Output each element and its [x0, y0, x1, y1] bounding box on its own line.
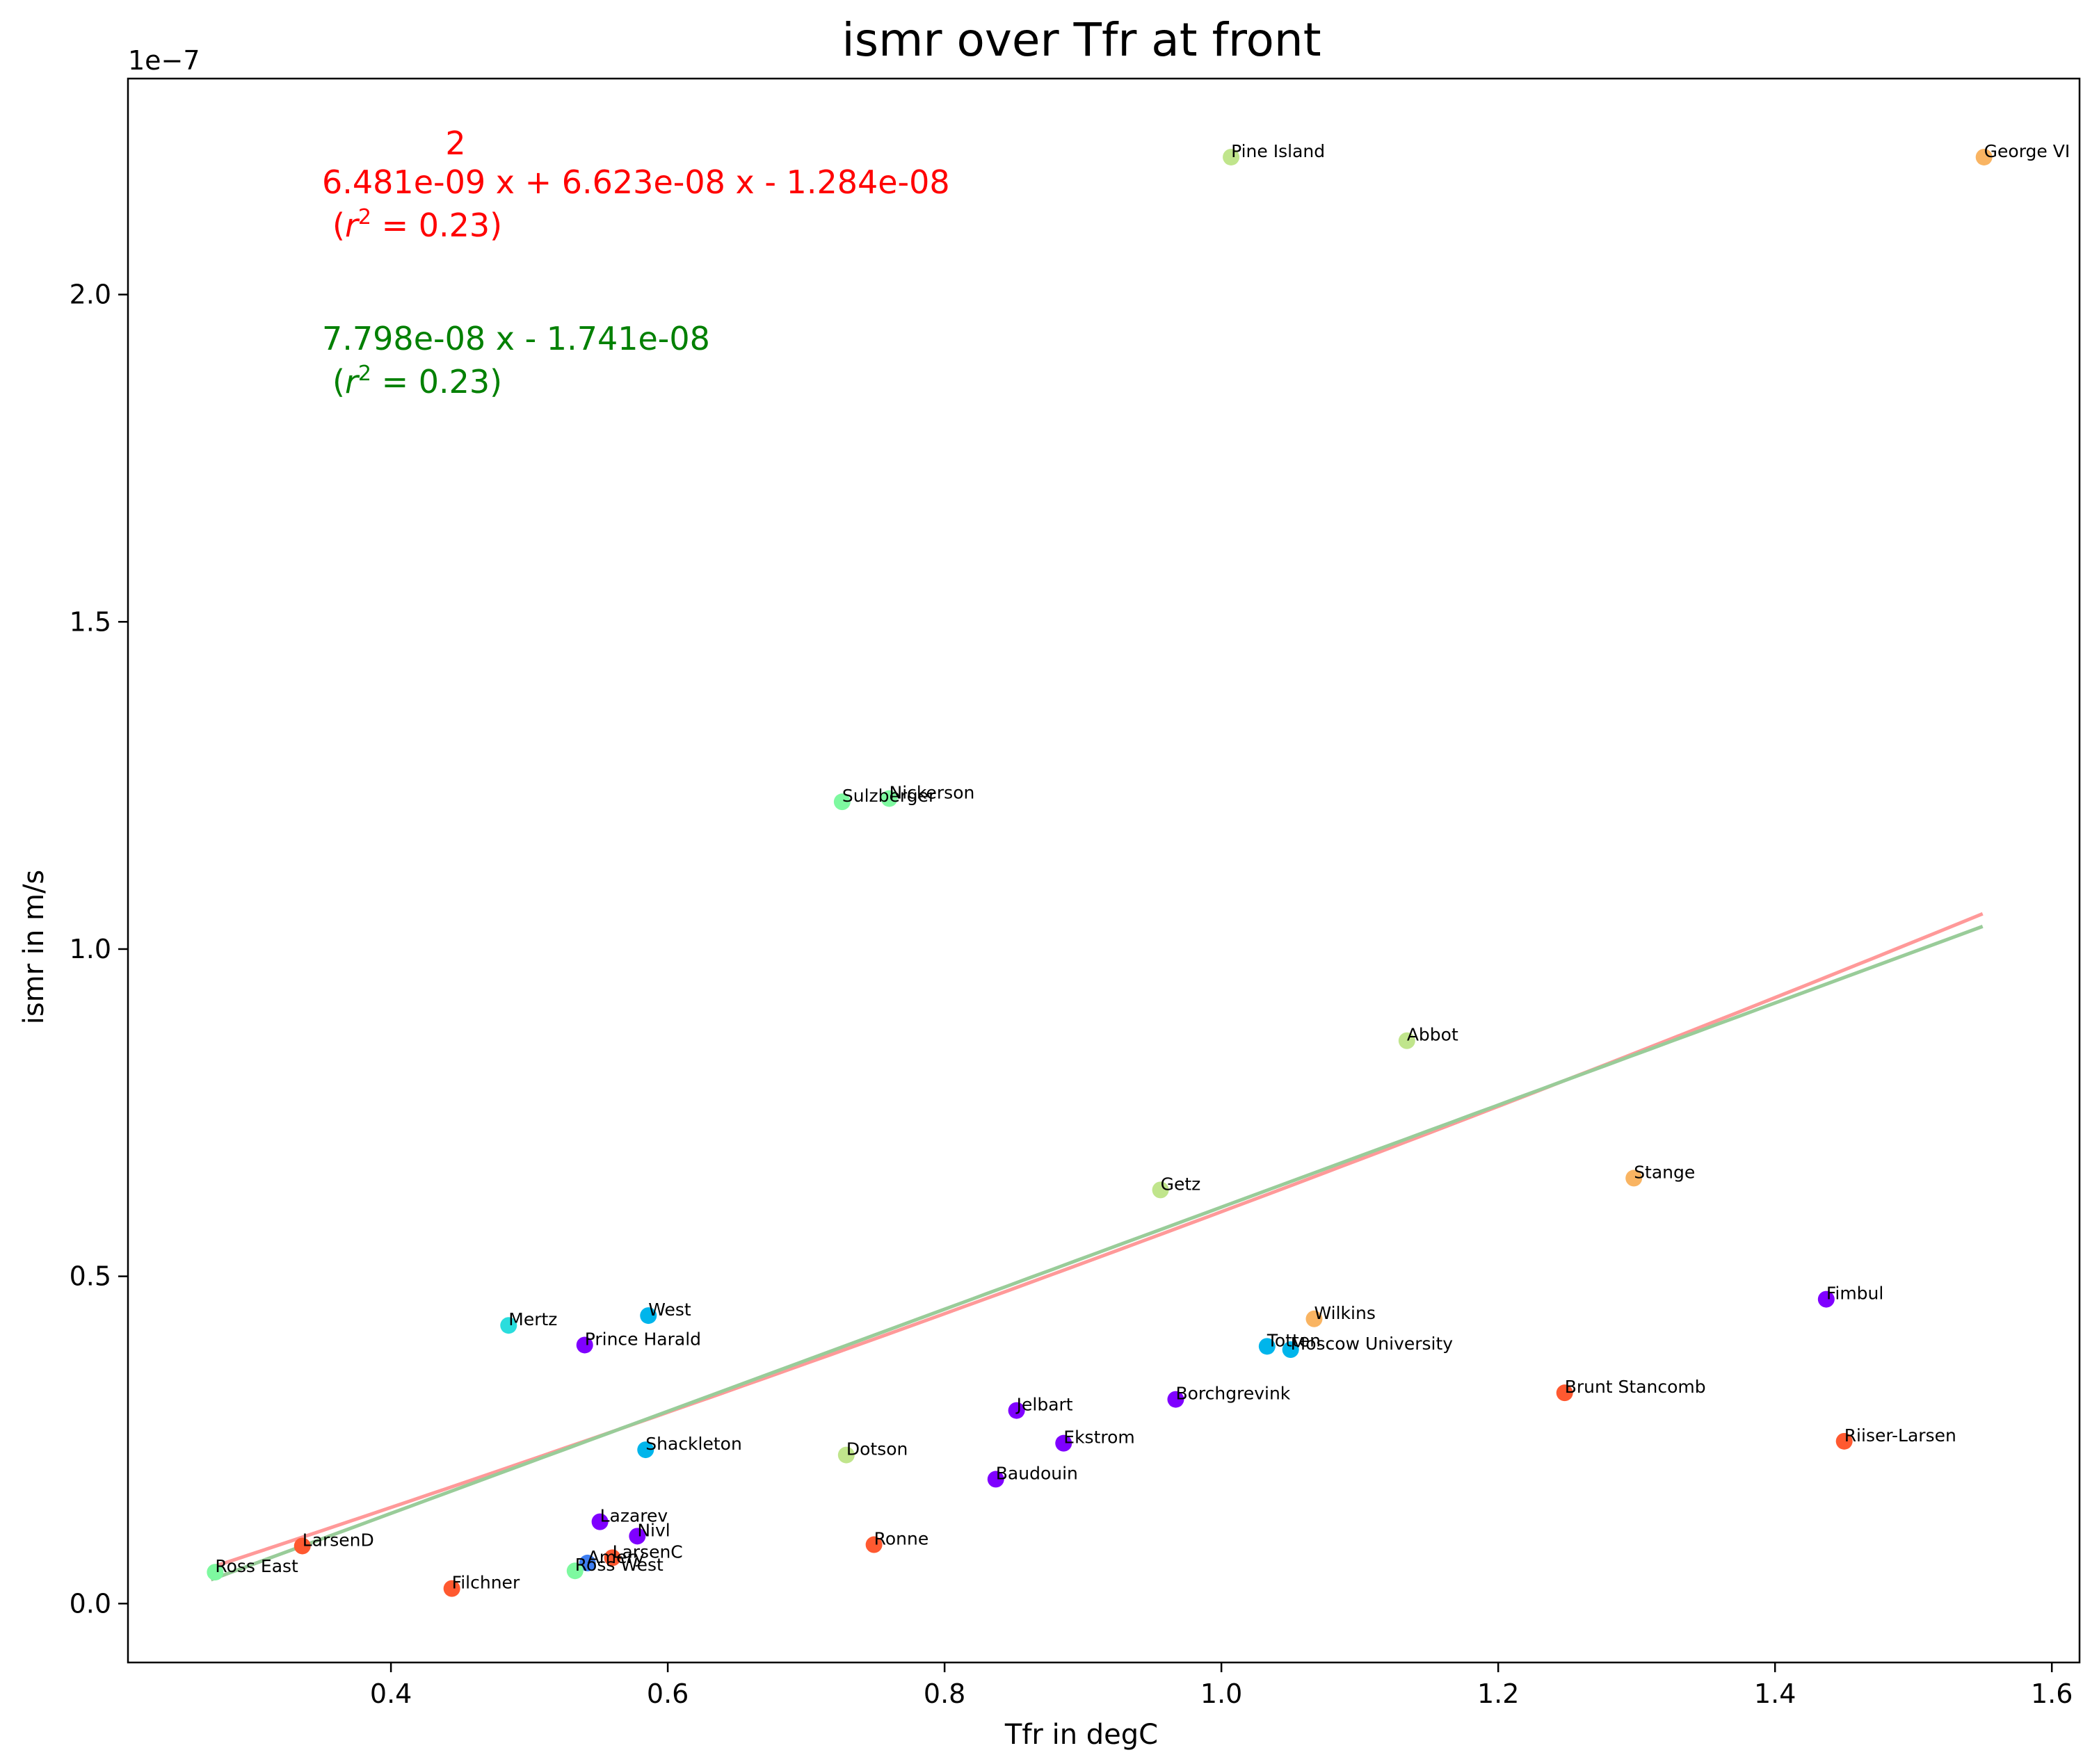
data-point — [566, 1562, 584, 1580]
plot-area-frame — [127, 77, 2081, 1664]
data-point — [207, 1564, 224, 1581]
point-label: Ross West — [575, 1555, 664, 1575]
x-tick-label: 1.4 — [1754, 1678, 1796, 1709]
data-point — [865, 1536, 883, 1553]
point-label: Stange — [1634, 1162, 1695, 1182]
point-label: LarsenD — [303, 1530, 374, 1550]
linear-fit-r2: (r2 = 0.23) — [332, 362, 502, 400]
point-label: West — [648, 1300, 691, 1320]
x-axis-ticks: 0.4 0.6 0.8 1.0 1.2 1.4 1.6 — [370, 1662, 2073, 1709]
data-point — [576, 1336, 593, 1354]
data-point — [604, 1549, 621, 1567]
point-label: Getz — [1161, 1174, 1201, 1194]
point-label: Abbot — [1407, 1025, 1458, 1045]
y-axis-offset-text: 1e−7 — [128, 45, 200, 76]
quadratic-fit-r2: (r2 = 0.23) — [332, 205, 502, 244]
data-point — [833, 793, 851, 811]
linear-fit-equation: 7.798e-08 x - 1.741e-08 — [322, 320, 710, 357]
point-label: Filchner — [452, 1573, 520, 1593]
y-tick-label: 2.0 — [70, 280, 111, 310]
point-label: Riiser-Larsen — [1844, 1425, 1956, 1446]
point-label: George VI — [1984, 141, 2070, 161]
point-label: Moscow University — [1291, 1334, 1454, 1354]
y-axis-label: ismr in m/s — [18, 870, 50, 1025]
data-point — [1223, 148, 1240, 165]
point-label: Mertz — [508, 1309, 557, 1329]
point-label: Shackleton — [645, 1434, 742, 1454]
data-point — [1055, 1434, 1072, 1452]
data-point — [1282, 1341, 1299, 1359]
data-point — [579, 1554, 596, 1571]
quadratic-fit-line — [210, 912, 1984, 1569]
point-label: Ross East — [215, 1556, 298, 1576]
point-label: Nivl — [637, 1520, 670, 1540]
data-point — [293, 1537, 311, 1555]
point-label: Fimbul — [1826, 1284, 1884, 1304]
point-label: Borchgrevink — [1175, 1384, 1290, 1404]
quadratic-fit-equation: 6.481e-09 x + 6.623e-08 x - 1.284e-08 — [322, 163, 950, 201]
data-point — [443, 1580, 460, 1597]
data-point — [1167, 1391, 1184, 1408]
y-tick-label: 1.0 — [70, 934, 111, 964]
data-point — [1556, 1384, 1573, 1402]
data-point — [1625, 1170, 1643, 1187]
data-point — [1152, 1181, 1169, 1199]
point-label: Sulzberger — [842, 786, 936, 806]
point-label: LarsenC — [613, 1542, 683, 1562]
point-label: Nickerson — [890, 782, 975, 802]
point-label: Amery — [588, 1547, 645, 1567]
y-tick-label: 0.0 — [70, 1588, 111, 1619]
x-tick-label: 0.4 — [370, 1678, 412, 1709]
y-tick-label: 1.5 — [70, 606, 111, 637]
data-point — [591, 1513, 609, 1530]
x-tick-label: 0.6 — [647, 1678, 689, 1709]
data-point — [500, 1317, 517, 1334]
data-point — [1008, 1402, 1025, 1419]
data-point — [1305, 1310, 1323, 1327]
x-tick-label: 0.8 — [924, 1678, 965, 1709]
data-point — [1975, 148, 1993, 165]
point-label: Baudouin — [996, 1463, 1078, 1483]
y-tick-label: 0.5 — [70, 1261, 111, 1292]
x-tick-label: 1.0 — [1200, 1678, 1242, 1709]
x-tick-label: 1.6 — [2031, 1678, 2073, 1709]
data-point — [629, 1528, 646, 1545]
data-point — [1258, 1338, 1276, 1355]
data-point — [1817, 1290, 1835, 1308]
point-label: Prince Harald — [585, 1329, 701, 1349]
quadratic-fit-exponent: 2 — [445, 124, 465, 162]
data-point — [837, 1446, 855, 1464]
point-label: Ronne — [874, 1529, 929, 1549]
data-point — [640, 1307, 657, 1325]
y-axis-ticks: 0.0 0.5 1.0 1.5 2.0 — [70, 280, 128, 1619]
point-label: Wilkins — [1314, 1303, 1375, 1323]
linear-fit-line — [210, 925, 1984, 1582]
point-label: Brunt Stancomb — [1565, 1377, 1706, 1397]
point-label: Lazarev — [600, 1506, 668, 1526]
point-label: Dotson — [846, 1439, 908, 1459]
data-point — [987, 1471, 1004, 1488]
x-tick-label: 1.2 — [1477, 1678, 1519, 1709]
data-points — [207, 148, 1993, 1597]
chart-title: ismr over Tfr at front — [842, 13, 1321, 67]
linear-fit-annotation: 7.798e-08 x - 1.741e-08 (r2 = 0.23) — [322, 320, 710, 400]
point-label: Jelbart — [1015, 1395, 1073, 1415]
quadratic-fit-annotation: 2 6.481e-09 x + 6.623e-08 x - 1.284e-08 … — [322, 124, 950, 244]
data-point — [1398, 1032, 1415, 1049]
fit-lines — [210, 912, 1984, 1582]
point-label: Pine Island — [1231, 141, 1325, 161]
data-point — [1835, 1432, 1853, 1450]
point-label: Ekstrom — [1063, 1427, 1134, 1448]
point-label: Totten — [1266, 1330, 1321, 1350]
data-point — [637, 1441, 654, 1459]
data-point — [880, 790, 898, 807]
x-axis-label: Tfr in degC — [1004, 1719, 1158, 1751]
